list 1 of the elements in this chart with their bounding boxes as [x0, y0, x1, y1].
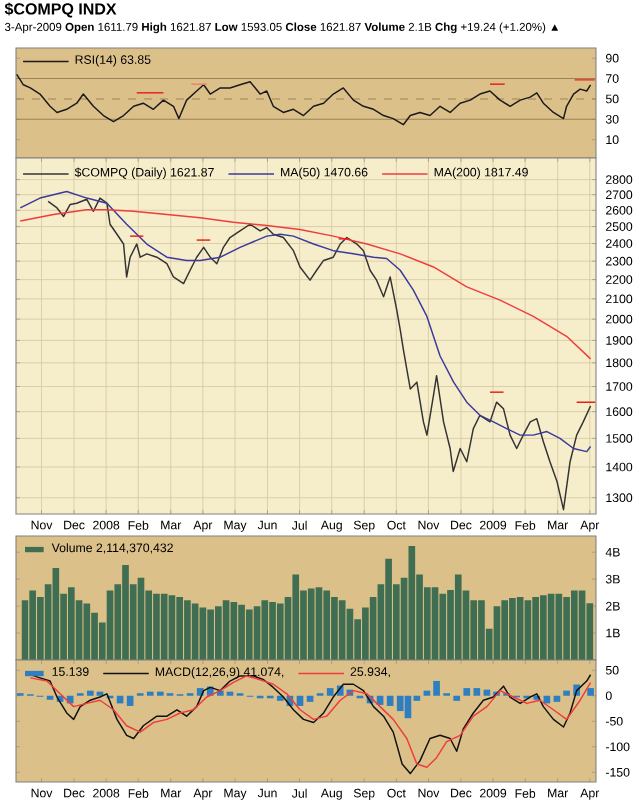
chart-title: $COMPQ INDX: [4, 2, 117, 18]
